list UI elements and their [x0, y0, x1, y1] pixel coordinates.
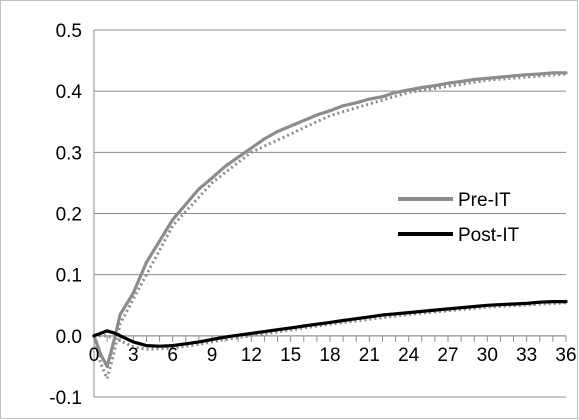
x-tick-label: 36: [555, 345, 576, 366]
y-tick-label: 0.2: [56, 205, 82, 226]
x-tick-label: 0: [89, 345, 100, 366]
x-tick-label: 18: [319, 345, 340, 366]
legend-label-pre-it: Pre-IT: [458, 190, 511, 211]
x-tick-label: 9: [207, 345, 218, 366]
x-tick-label: 21: [359, 345, 380, 366]
x-tick-label: 30: [477, 345, 498, 366]
x-tick-label: 27: [437, 345, 458, 366]
legend-label-post-it: Post-IT: [458, 225, 520, 246]
y-tick-label: 0.3: [56, 143, 82, 164]
x-tick-label: 24: [398, 345, 420, 366]
y-tick-label: 0.1: [56, 266, 82, 287]
x-tick-label: 12: [241, 345, 262, 366]
y-tick-label: 0.4: [56, 82, 83, 103]
dotted-bands: [92, 72, 567, 381]
gridlines: [94, 29, 566, 398]
x-tick-label: 15: [280, 345, 301, 366]
y-tick-label: 0.5: [56, 21, 82, 42]
series-line-pre-it: [92, 71, 568, 368]
series-line-post-it: [92, 300, 568, 348]
x-tick-label: 3: [128, 345, 139, 366]
series-lines: [92, 71, 568, 368]
dotted-band-post-it: [94, 301, 567, 351]
y-tick-label: -0.1: [49, 388, 82, 409]
y-tick-label: 0.0: [56, 327, 82, 348]
tick-labels: -0.10.00.10.20.30.40.50 3 6 9 12 15 18 21 24 27 30…: [49, 21, 576, 409]
x-tick-label: 6: [167, 345, 178, 366]
x-tick-label: 33: [516, 345, 537, 366]
legend: Pre-IT Post-IT: [398, 190, 520, 246]
